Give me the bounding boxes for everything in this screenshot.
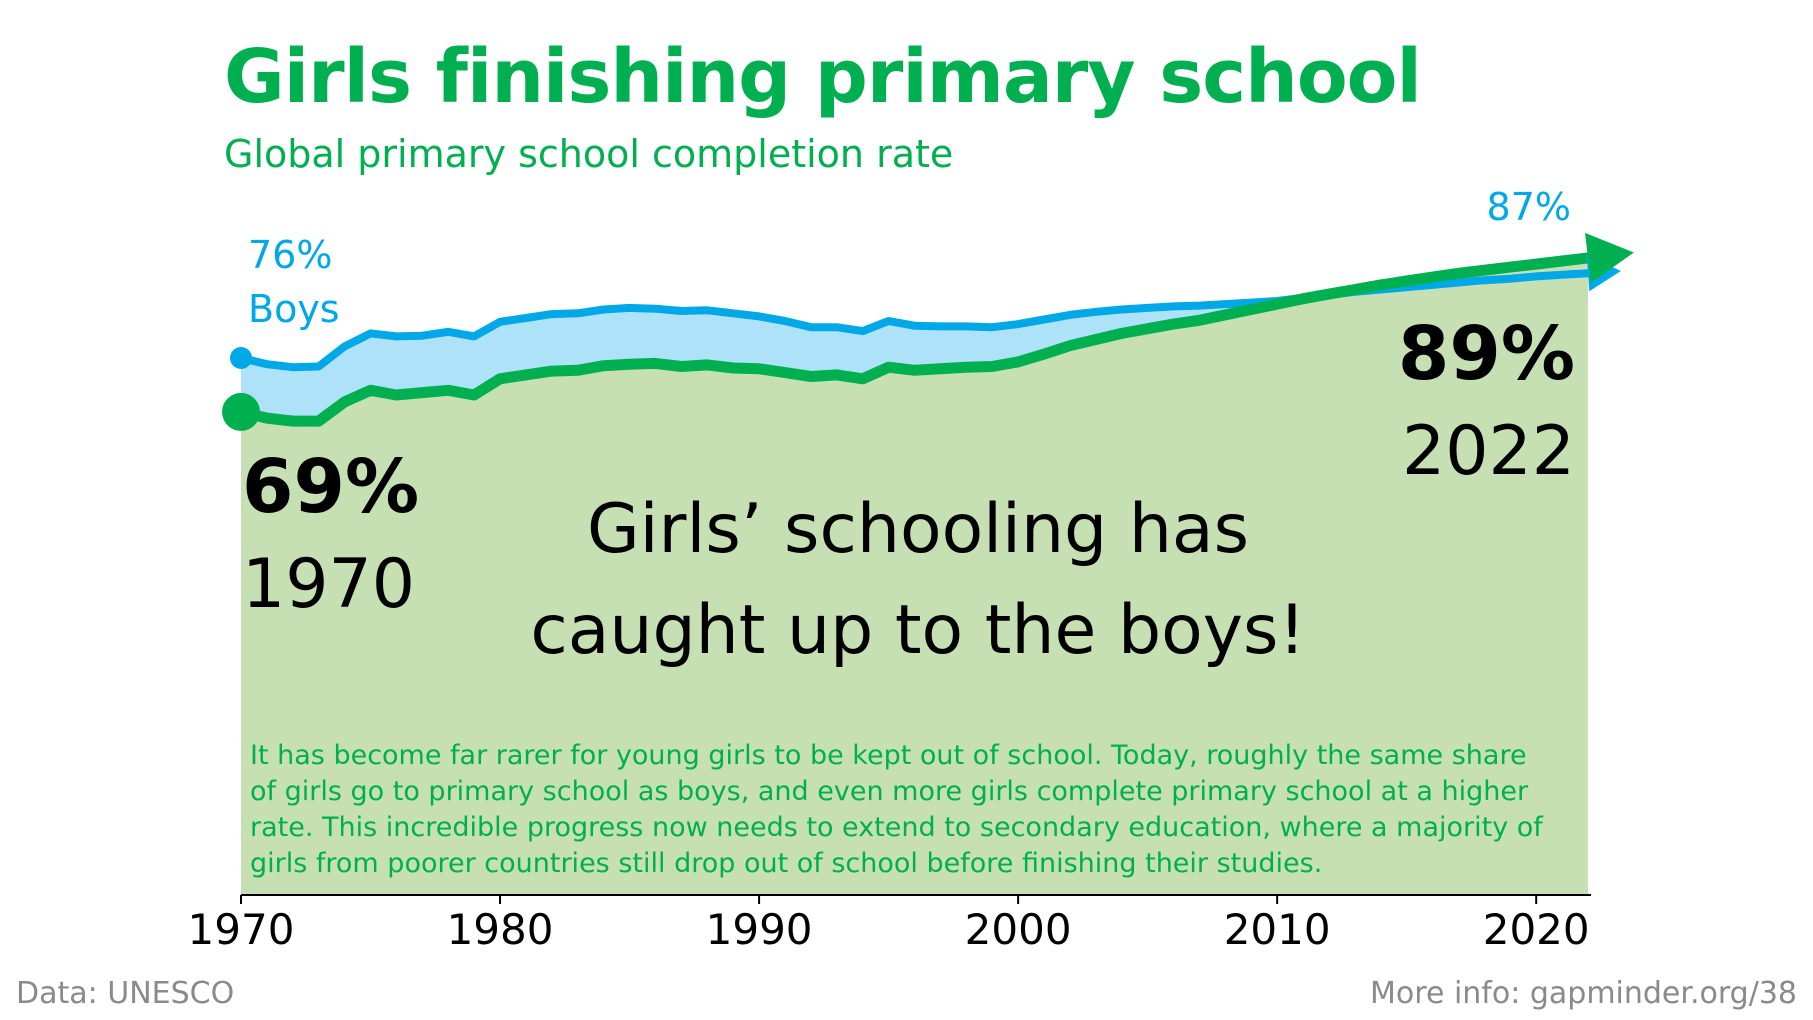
chart-title: Girls finishing primary school	[224, 34, 1422, 120]
start-year-label: 1970	[242, 545, 415, 624]
chart-subtitle: Global primary school completion rate	[224, 132, 954, 176]
more-info-link[interactable]: More info: gapminder.org/38	[1370, 976, 1797, 1011]
x-tick-label-2020: 2020	[1483, 905, 1590, 954]
x-tick-label-1990: 1990	[706, 905, 813, 954]
girls-line	[235, 252, 1594, 427]
data-source: Data: UNESCO	[16, 976, 235, 1011]
x-tick-label-2000: 2000	[965, 905, 1072, 954]
girls-start-value-label: 69%	[242, 444, 419, 530]
explanatory-note: It has become far rarer for young girls …	[250, 740, 1543, 879]
girls-start-point	[222, 392, 260, 431]
headline-line-1: Girls’ schooling has	[587, 490, 1249, 569]
boys-series-label: Boys	[248, 287, 340, 331]
boys-start-point	[230, 347, 252, 369]
boys-start-value-label: 76%	[248, 233, 332, 277]
girls-area	[241, 257, 1588, 895]
x-tick-label-2010: 2010	[1224, 905, 1331, 954]
x-tick-label-1980: 1980	[447, 905, 554, 954]
girls-end-value-label: 89%	[1398, 311, 1575, 397]
boys-end-value-label: 87%	[1487, 185, 1571, 229]
end-year-label: 2022	[1402, 412, 1575, 491]
headline-line-2: caught up to the boys!	[530, 591, 1305, 670]
x-tick-label-1970: 1970	[188, 905, 295, 954]
girls-arrowhead	[1585, 232, 1634, 283]
